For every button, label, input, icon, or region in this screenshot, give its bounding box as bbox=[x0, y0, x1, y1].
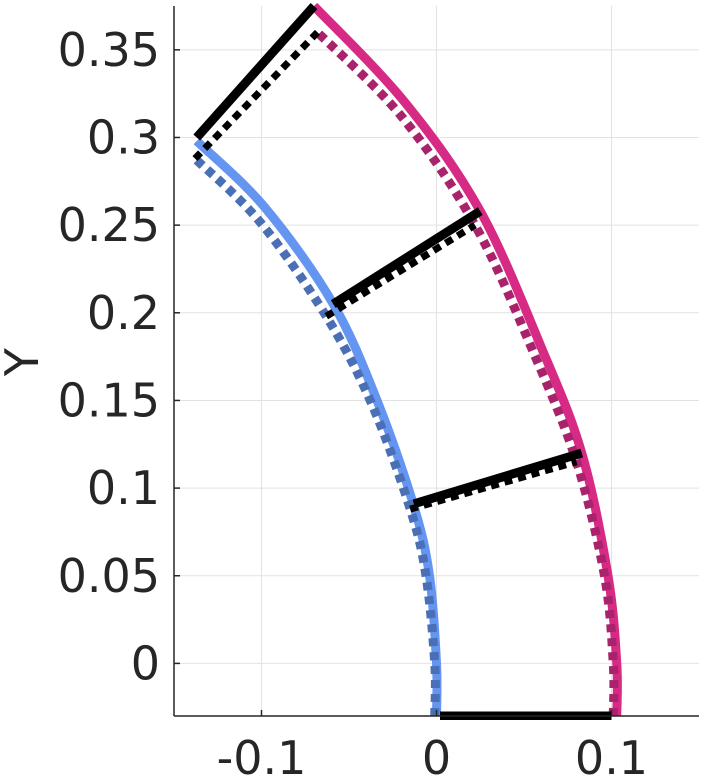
y-tick-label: 0.15 bbox=[58, 373, 160, 427]
series-line-1 bbox=[193, 137, 442, 717]
y-tick-label: 0.25 bbox=[58, 198, 160, 252]
grid-lines bbox=[174, 6, 699, 716]
series-line-9 bbox=[409, 458, 578, 513]
series-line-8 bbox=[193, 3, 318, 141]
y-tick-label: 0.2 bbox=[87, 286, 160, 340]
y-tick-label: 0.35 bbox=[58, 23, 160, 77]
x-tick-label: 0 bbox=[422, 731, 451, 777]
y-tick-label: 0.3 bbox=[87, 110, 160, 164]
tick-labels: -0.1 0 0.1 0 0.05 0.1 0.15 0.2 0.25 0.3 0.35 bbox=[58, 23, 649, 777]
series-lines bbox=[191, 2, 622, 720]
axes bbox=[173, 6, 699, 717]
y-tick-label: 0 bbox=[131, 636, 160, 690]
series-line-7 bbox=[330, 207, 483, 308]
y-axis-label: Y bbox=[0, 347, 49, 377]
y-tick-label: 0.05 bbox=[58, 549, 160, 603]
series-line-11 bbox=[192, 29, 321, 161]
series-line-2 bbox=[191, 155, 440, 717]
y-tick-label: 0.1 bbox=[87, 461, 160, 515]
x-tick-label: -0.1 bbox=[217, 731, 307, 777]
x-tick-label: 0.1 bbox=[575, 731, 648, 777]
series-line-10 bbox=[324, 222, 477, 320]
series-line-6 bbox=[412, 448, 584, 509]
